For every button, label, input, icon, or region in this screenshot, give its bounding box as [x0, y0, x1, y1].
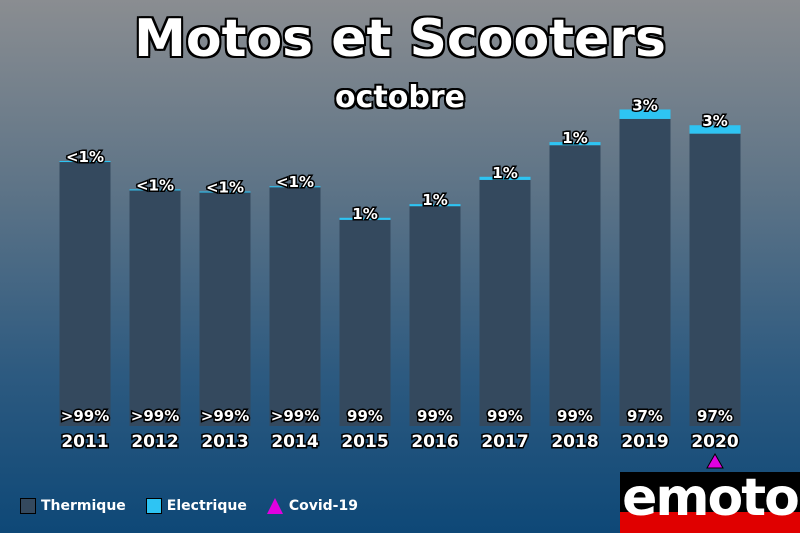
emoto-logo[interactable]: emoto	[620, 472, 800, 533]
data-label-thermique-2014: >99%	[271, 407, 319, 425]
data-label-electrique-2019: 3%	[632, 96, 657, 114]
x-tick-label-2016: 2016	[411, 432, 458, 452]
x-tick-label-2011: 2011	[61, 432, 108, 452]
bar-thermique-2011	[59, 162, 111, 426]
triangle-icon	[266, 498, 283, 514]
data-label-thermique-2012: >99%	[131, 407, 179, 425]
bar-electrique-2013	[199, 191, 251, 193]
bar-thermique-2014	[269, 187, 321, 426]
x-tick-label-2017: 2017	[481, 432, 528, 452]
bar-electrique-2014	[269, 186, 321, 188]
chart-legend: Thermique Electrique Covid-19	[20, 495, 378, 517]
legend-label-thermique: Thermique	[41, 498, 126, 514]
chart-subtitle: octobre	[335, 80, 465, 115]
legend-item-electrique: Electrique	[145, 498, 247, 514]
bar-thermique-2015	[339, 219, 391, 426]
data-label-electrique-2020: 3%	[702, 112, 727, 130]
data-label-electrique-2017: 1%	[492, 164, 517, 182]
data-label-electrique-2014: <1%	[276, 173, 314, 191]
data-label-thermique-2016: 99%	[417, 407, 453, 425]
bar-electrique-2015	[339, 217, 391, 220]
legend-item-covid: Covid-19	[266, 498, 358, 514]
bar-thermique-2013	[199, 192, 251, 426]
chart-title: Motos et Scooters	[134, 9, 666, 69]
logo-red-band	[620, 512, 800, 533]
legend-label-covid: Covid-19	[288, 498, 358, 514]
x-tick-label-2013: 2013	[201, 432, 248, 452]
bar-thermique-2018	[549, 145, 601, 426]
bar-thermique-2012	[129, 190, 181, 426]
bar-electrique-2016	[409, 204, 461, 207]
bar-electrique-2011	[59, 160, 111, 163]
data-label-thermique-2015: 99%	[347, 407, 383, 425]
bar-thermique-2019	[619, 118, 671, 427]
legend-label-electrique: Electrique	[166, 498, 247, 514]
data-label-thermique-2017: 99%	[487, 407, 523, 425]
data-label-thermique-2011: >99%	[61, 407, 109, 425]
data-label-electrique-2012: <1%	[136, 176, 174, 194]
data-label-thermique-2013: >99%	[201, 407, 249, 425]
bar-thermique-2017	[479, 179, 531, 426]
bar-electrique-2020	[689, 125, 741, 134]
legend-item-thermique: Thermique	[20, 498, 126, 514]
data-label-thermique-2019: 97%	[627, 407, 663, 425]
x-tick-label-2019: 2019	[621, 432, 668, 452]
data-label-thermique-2018: 99%	[557, 407, 593, 425]
data-label-electrique-2015: 1%	[352, 205, 377, 223]
bar-thermique-2016	[409, 206, 461, 426]
data-label-electrique-2011: <1%	[66, 148, 104, 166]
bar-thermique-2020	[689, 133, 741, 426]
x-tick-label-2015: 2015	[341, 432, 388, 452]
x-tick-label-2012: 2012	[131, 432, 178, 452]
logo-text: emoto	[622, 472, 800, 528]
legend-swatch-thermique	[20, 498, 36, 514]
data-label-electrique-2016: 1%	[422, 191, 447, 209]
x-tick-label-2018: 2018	[551, 432, 598, 452]
bar-electrique-2019	[619, 109, 671, 119]
x-tick-label-2014: 2014	[271, 432, 318, 452]
data-label-electrique-2013: <1%	[206, 178, 244, 196]
data-label-thermique-2020: 97%	[697, 407, 733, 425]
covid-marker-2020	[706, 452, 724, 469]
bar-electrique-2017	[479, 176, 531, 180]
data-label-electrique-2018: 1%	[562, 129, 587, 147]
x-tick-label-2020: 2020	[691, 432, 738, 452]
bar-electrique-2012	[129, 189, 181, 191]
bar-electrique-2018	[549, 142, 601, 146]
legend-swatch-electrique	[145, 498, 162, 514]
